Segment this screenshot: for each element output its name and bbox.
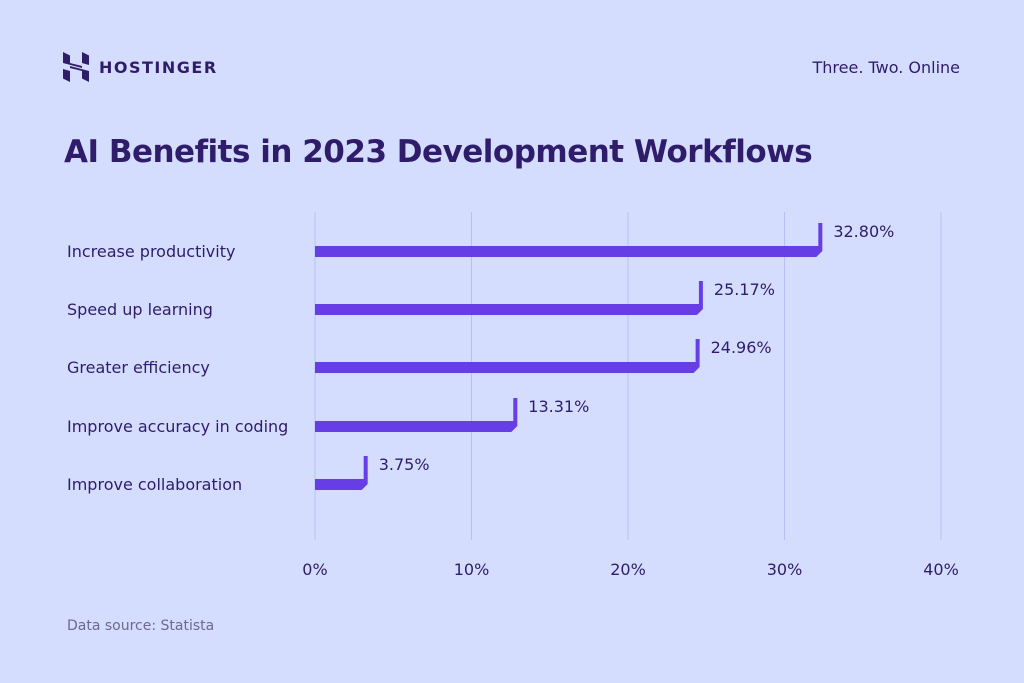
data-label: 3.75% bbox=[379, 455, 430, 474]
hostinger-h-icon bbox=[63, 52, 89, 82]
category-label: Improve collaboration bbox=[67, 475, 242, 494]
data-label: 32.80% bbox=[833, 222, 894, 241]
category-label: Increase productivity bbox=[67, 242, 235, 261]
tagline: Three. Two. Online bbox=[812, 58, 961, 77]
chart-title: AI Benefits in 2023 Development Workflow… bbox=[64, 134, 813, 170]
data-source: Data source: Statista bbox=[67, 618, 215, 634]
category-label: Improve accuracy in coding bbox=[67, 417, 288, 436]
bar bbox=[315, 456, 368, 490]
category-label: Greater efficiency bbox=[67, 358, 210, 377]
x-tick-label: 40% bbox=[923, 560, 959, 579]
bar bbox=[315, 223, 823, 257]
x-tick-label: 10% bbox=[454, 560, 490, 579]
x-tick-label: 0% bbox=[302, 560, 327, 579]
hostinger-logo: HOSTINGER bbox=[63, 52, 218, 82]
bar bbox=[315, 339, 700, 373]
data-label: 24.96% bbox=[711, 338, 772, 357]
bar bbox=[315, 281, 703, 315]
bar bbox=[315, 398, 518, 432]
x-tick-label: 30% bbox=[767, 560, 803, 579]
data-label: 25.17% bbox=[714, 280, 775, 299]
category-label: Speed up learning bbox=[67, 300, 213, 319]
x-tick-label: 20% bbox=[610, 560, 646, 579]
data-label: 13.31% bbox=[528, 397, 589, 416]
brand-name: HOSTINGER bbox=[99, 57, 218, 77]
